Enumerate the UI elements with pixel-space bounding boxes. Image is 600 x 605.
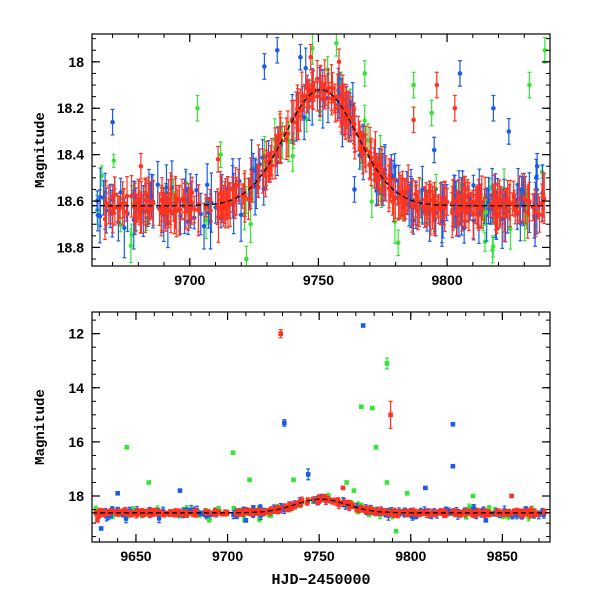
data-point-red <box>290 506 294 510</box>
outlier-point-blue <box>458 61 463 87</box>
data-point-green <box>248 206 252 243</box>
outlier-point-green <box>352 488 357 493</box>
data-point-red <box>287 502 291 506</box>
outlier-point-green <box>218 142 223 168</box>
outlier-point-blue <box>423 486 428 491</box>
top-panel: 9700 9750 9800 18 18.2 18.4 18.6 18.8 Magnitude <box>33 31 550 288</box>
outlier-point-green <box>527 72 532 98</box>
outlier-point-blue <box>178 488 183 493</box>
data-point-red <box>102 511 106 517</box>
data-point-green <box>370 186 374 217</box>
outlier-point-blue <box>115 491 120 496</box>
outlier-point-green <box>244 246 249 272</box>
outlier-point-red <box>216 147 221 173</box>
x-axis-label: HJD−2450000 <box>271 572 370 589</box>
data-point-red <box>518 511 522 515</box>
outlier-point-green <box>195 95 200 121</box>
outlier-point-blue <box>352 177 357 203</box>
x-tick-label: 9850 <box>487 548 518 564</box>
outlier-point-red <box>337 49 342 75</box>
data-point-red <box>511 511 515 515</box>
outlier-point-blue <box>262 54 267 80</box>
x-tick-label: 9650 <box>120 548 151 564</box>
outlier-point-red <box>434 72 439 98</box>
outlier-point-green <box>429 100 434 126</box>
bottom-panel: 9650 9700 9750 9800 9850 12 14 16 18 Magnitude HJD… <box>33 312 550 589</box>
x-tick-label: 9750 <box>304 548 335 564</box>
outlier-point-blue <box>507 119 512 145</box>
outlier-point-red <box>278 330 283 338</box>
outlier-point-green <box>362 61 367 87</box>
outlier-point-green <box>247 477 252 482</box>
outlier-point-red <box>341 486 346 491</box>
outlier-point-blue <box>432 137 437 163</box>
outlier-point-blue <box>451 422 456 427</box>
outlier-point-red <box>95 518 100 523</box>
y-tick-label: 16 <box>68 434 84 450</box>
outlier-point-green <box>396 230 401 256</box>
data-point-green <box>490 237 494 263</box>
outlier-point-blue <box>244 518 249 523</box>
outlier-point-green <box>359 404 364 409</box>
outlier-point-red <box>452 95 457 121</box>
outlier-point-green <box>146 480 151 485</box>
plot-area <box>92 323 550 533</box>
outlier-point-blue <box>298 44 303 70</box>
outlier-point-green <box>344 480 349 485</box>
y-tick-label: 14 <box>68 380 84 396</box>
outlier-point-red <box>509 494 514 499</box>
outlier-point-green <box>207 518 212 523</box>
plot-area <box>92 31 550 272</box>
outlier-point-blue <box>275 37 280 63</box>
data-point-red <box>542 509 546 514</box>
outlier-point-red <box>388 401 393 428</box>
y-axis-label: Magnitude <box>33 112 49 188</box>
outlier-point-blue <box>484 518 489 523</box>
outlier-point-blue <box>110 109 115 135</box>
data-point-red <box>125 177 129 216</box>
outlier-point-green <box>405 491 410 496</box>
outlier-point-blue <box>306 469 311 480</box>
y-axis-label: Magnitude <box>33 389 49 465</box>
outlier-point-blue <box>451 464 456 469</box>
outlier-point-blue <box>99 526 104 531</box>
data-point-red <box>129 176 133 217</box>
data-point-red <box>445 189 449 216</box>
outlier-point-green <box>385 480 390 485</box>
outlier-point-green <box>231 450 236 455</box>
x-tick-label: 9750 <box>303 272 334 288</box>
y-tick-label: 18.8 <box>57 239 84 255</box>
outlier-point-green <box>394 529 399 534</box>
x-tick-label: 9700 <box>174 272 205 288</box>
data-point-red <box>351 503 355 509</box>
outlier-point-green <box>370 406 375 411</box>
outlier-point-red <box>139 153 144 179</box>
outlier-point-green <box>411 72 416 98</box>
outlier-point-green <box>471 494 476 499</box>
y-tick-label: 12 <box>68 326 84 342</box>
data-point-red <box>438 510 442 514</box>
outlier-point-blue <box>491 95 496 121</box>
outlier-point-green <box>291 477 296 482</box>
outlier-point-green <box>374 445 379 450</box>
outlier-point-blue <box>282 420 287 426</box>
y-tick-label: 18 <box>68 54 84 70</box>
outlier-point-red <box>411 107 416 133</box>
outlier-point-green <box>125 445 130 450</box>
data-point-green <box>112 154 116 167</box>
y-tick-label: 18 <box>68 488 84 504</box>
y-tick-label: 18.2 <box>57 100 84 116</box>
x-tick-label: 9800 <box>395 548 426 564</box>
outlier-point-blue <box>361 323 366 328</box>
plot-frame <box>92 312 550 542</box>
data-point-red <box>355 508 359 512</box>
y-tick-label: 18.4 <box>57 147 84 163</box>
x-tick-label: 9700 <box>212 548 243 564</box>
x-tick-label: 9800 <box>432 272 463 288</box>
outlier-point-green <box>385 358 390 369</box>
y-tick-label: 18.6 <box>57 193 84 209</box>
